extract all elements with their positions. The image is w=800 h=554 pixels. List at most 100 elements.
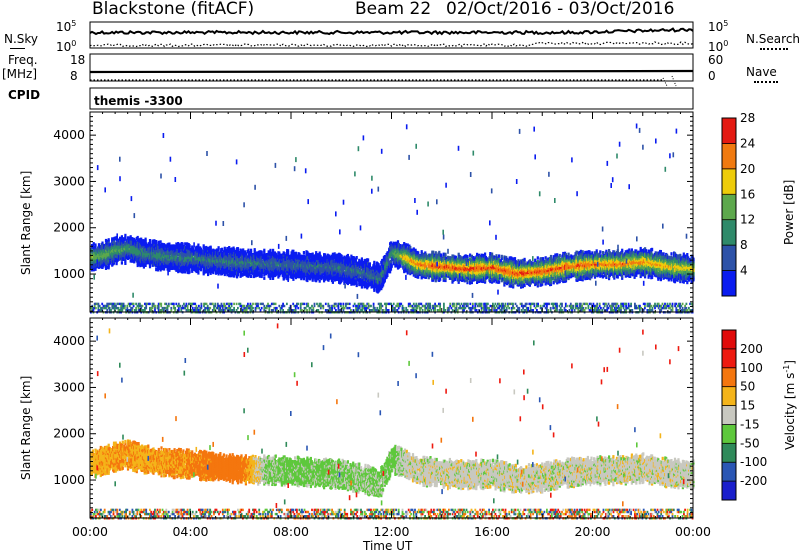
nsearch-bottom-tick: 100 xyxy=(708,39,729,54)
echo-cell xyxy=(153,241,156,245)
echo-cell xyxy=(135,246,138,250)
echo-cell xyxy=(160,254,163,258)
echo-cell xyxy=(170,266,174,270)
echo-cell xyxy=(113,242,116,246)
echo-cell xyxy=(172,266,175,270)
echo-cell xyxy=(157,240,160,245)
cpid-label: CPID xyxy=(8,88,41,102)
nsky-strip-frame xyxy=(89,21,694,49)
echo-cell xyxy=(165,258,168,263)
echo-cell xyxy=(144,263,147,267)
echo-cell xyxy=(157,266,160,270)
echo-cell xyxy=(112,243,115,247)
echo-cell xyxy=(367,258,370,262)
freq-unit: [MHz] xyxy=(2,67,38,81)
cpid-value: themis -3300 xyxy=(94,94,183,108)
echo-cell xyxy=(109,260,112,265)
nave-top-tick: 60 xyxy=(708,53,724,67)
echo-cell xyxy=(137,238,140,242)
echo-cell xyxy=(178,269,181,273)
echo-cell xyxy=(103,244,106,248)
echo-cell xyxy=(217,246,220,250)
freq-bottom-tick: 8 xyxy=(70,69,78,83)
cpid-strip-frame xyxy=(89,87,694,110)
echo-cell xyxy=(253,248,256,252)
nsky-bottom-tick: 100 xyxy=(56,39,77,54)
echo-cell xyxy=(177,242,180,246)
echo-cell xyxy=(113,236,116,240)
echo-cell xyxy=(148,264,152,269)
echo-cell xyxy=(175,264,178,269)
echo-cell xyxy=(151,243,154,247)
nave-dips xyxy=(662,75,677,87)
echo-cell xyxy=(96,248,99,252)
echo-cell xyxy=(124,237,127,241)
echo-cell xyxy=(188,244,191,248)
echo-cell xyxy=(141,263,145,267)
echo-cell xyxy=(151,241,154,245)
echo-cell xyxy=(148,246,152,250)
echo-cell xyxy=(360,257,363,261)
echo-cell xyxy=(112,251,115,255)
nave-label: Nave xyxy=(746,65,777,79)
echo-cell xyxy=(90,247,93,251)
echo-cell xyxy=(152,250,155,254)
echo-cell xyxy=(105,262,108,266)
echo-cell xyxy=(188,270,191,274)
echo-cell xyxy=(263,276,266,280)
echo-cell xyxy=(137,262,140,267)
echo-cell xyxy=(439,277,442,281)
nsearch-legend-line xyxy=(760,48,788,50)
echo-cell xyxy=(140,246,143,251)
echo-cell xyxy=(177,269,180,274)
nave-bottom-tick: 0 xyxy=(708,69,716,83)
echo-cell xyxy=(122,240,125,244)
echo-cell xyxy=(144,239,147,243)
echo-cell xyxy=(131,259,134,263)
echo-cell xyxy=(161,242,164,247)
beam-label: Beam 22 xyxy=(355,0,432,19)
power-echo-cells xyxy=(90,123,695,314)
echo-cell xyxy=(175,255,178,259)
echo-cell xyxy=(162,259,165,264)
echo-cell xyxy=(96,264,99,269)
nsearch-top-tick: 105 xyxy=(708,19,729,34)
nave-legend-line xyxy=(754,81,778,83)
echo-cell xyxy=(124,235,127,239)
echo-cell xyxy=(484,252,487,256)
echo-cell xyxy=(168,261,171,265)
echo-cell xyxy=(95,252,98,256)
echo-cell xyxy=(250,248,253,253)
echo-cell xyxy=(177,253,180,257)
echo-cell xyxy=(107,266,110,270)
echo-cell xyxy=(127,236,130,240)
echo-cell xyxy=(148,240,152,245)
echo-cell xyxy=(355,256,358,260)
nsearch-line xyxy=(89,41,694,48)
echo-cell xyxy=(444,252,447,257)
echo-cell xyxy=(163,267,166,271)
echo-cell xyxy=(144,237,147,241)
echo-cell xyxy=(101,241,104,245)
echo-cell xyxy=(94,243,97,247)
station-title: Blackstone (fitACF) xyxy=(92,0,255,19)
echo-cell xyxy=(396,240,400,244)
echo-cell xyxy=(168,253,171,257)
echo-cell xyxy=(97,265,101,269)
echo-cell xyxy=(153,242,156,247)
echo-cell xyxy=(98,246,101,251)
echo-cell xyxy=(142,265,145,269)
nsky-line xyxy=(89,27,694,36)
echo-cell xyxy=(236,247,240,251)
echo-cell xyxy=(157,242,160,246)
echo-cell xyxy=(112,239,116,243)
echo-cell xyxy=(128,255,131,260)
echo-cell xyxy=(177,267,180,272)
x-axis-title: Time UT xyxy=(363,539,413,553)
echo-cell xyxy=(122,249,125,254)
nsky-top-tick: 105 xyxy=(56,19,77,34)
echo-cell xyxy=(101,247,104,251)
echo-cell xyxy=(94,247,97,251)
freq-strip-frame xyxy=(89,53,694,82)
